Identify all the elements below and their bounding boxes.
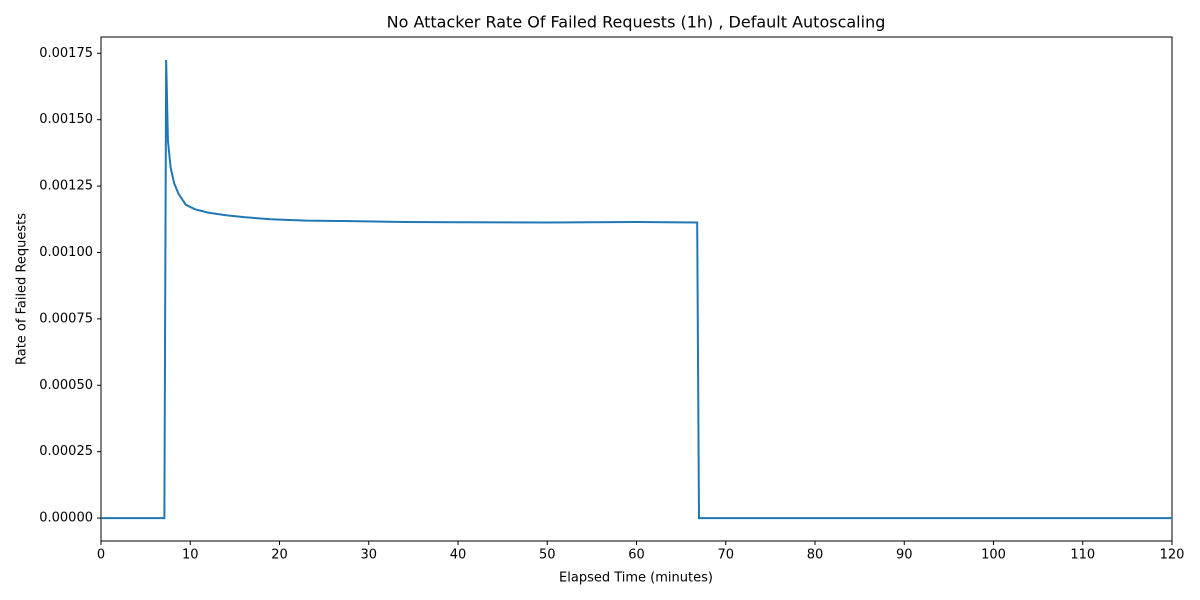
x-tick-label: 70 (717, 548, 734, 563)
chart-title: No Attacker Rate Of Failed Requests (1h)… (387, 13, 886, 32)
y-tick-label: 0.00000 (39, 511, 93, 526)
x-tick-label: 60 (628, 548, 645, 563)
y-tick-label: 0.00100 (39, 245, 93, 260)
data-line (101, 59, 1172, 520)
y-axis-label: Rate of Failed Requests (15, 213, 30, 365)
x-tick-label: 40 (450, 548, 467, 563)
y-tick-label: 0.00025 (39, 444, 93, 459)
y-tick-label: 0.00075 (39, 311, 93, 326)
y-tick-label: 0.00150 (39, 112, 93, 127)
x-tick-label: 100 (981, 548, 1006, 563)
y-tick-label: 0.00175 (39, 46, 93, 61)
x-tick-label: 50 (539, 548, 556, 563)
x-tick-label: 80 (807, 548, 824, 563)
plot-frame (100, 36, 1173, 542)
x-tick-label: 20 (271, 548, 288, 563)
x-tick-label: 10 (182, 548, 199, 563)
y-tick-label: 0.00125 (39, 179, 93, 194)
x-tick-label: 0 (97, 548, 105, 563)
x-tick-label: 120 (1160, 548, 1185, 563)
y-tick-label: 0.00050 (39, 378, 93, 393)
x-tick-label: 30 (360, 548, 377, 563)
x-axis-label: Elapsed Time (minutes) (559, 571, 713, 586)
x-tick-label: 90 (896, 548, 913, 563)
x-tick-label: 110 (1070, 548, 1095, 563)
